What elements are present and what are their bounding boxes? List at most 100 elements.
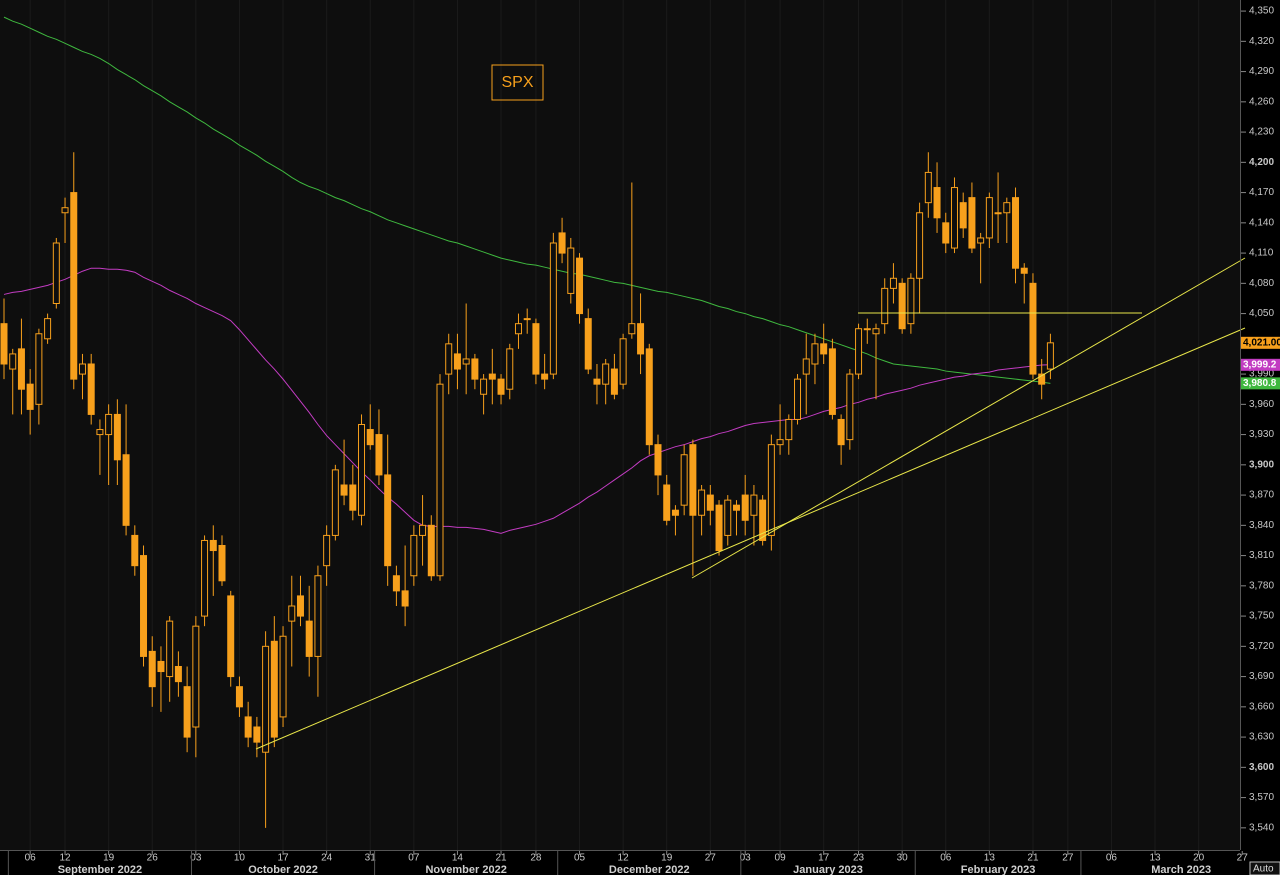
x-tick-label: 12 — [618, 853, 630, 864]
candle-body — [506, 348, 514, 390]
month-label: March 2023 — [1151, 864, 1211, 875]
y-tick-label: 3,900 — [1249, 459, 1274, 470]
candle-body — [584, 318, 592, 370]
month-label: November 2022 — [425, 864, 506, 875]
candle-body — [1046, 342, 1054, 370]
x-tick-label: 10 — [234, 853, 246, 864]
last-value-tag — [1241, 336, 1280, 349]
candle-body — [1003, 202, 1011, 214]
candle-body — [950, 187, 958, 249]
candle-body — [471, 358, 479, 380]
trendline — [691, 257, 1246, 579]
candle-body — [349, 484, 357, 511]
chart-title: SPX — [501, 74, 533, 91]
candle-body — [235, 686, 243, 708]
candle-body — [253, 726, 261, 743]
candle-body — [392, 575, 400, 592]
candle-body — [52, 242, 60, 304]
candle-body — [35, 333, 43, 405]
candle-body — [262, 645, 270, 753]
candle-body — [70, 192, 78, 380]
y-tick-label: 3,990 — [1249, 369, 1274, 380]
x-tick-label: 06 — [25, 853, 37, 864]
candle-body — [977, 237, 985, 244]
candle-body — [898, 282, 906, 330]
candle-body — [401, 590, 409, 607]
candle-body — [96, 429, 104, 436]
candle-body — [602, 363, 610, 385]
candle-body — [846, 373, 854, 441]
candle-body — [732, 504, 740, 511]
candle-body — [201, 539, 209, 617]
candle-body — [767, 444, 775, 536]
candle-body — [453, 353, 461, 370]
y-tick-label: 3,960 — [1249, 399, 1274, 410]
candle-body — [654, 444, 662, 476]
candle-body — [776, 439, 784, 446]
x-tick-label: 07 — [408, 853, 420, 864]
title-box — [491, 64, 544, 101]
candle-body — [166, 620, 174, 678]
candle-body — [558, 232, 566, 254]
candle-body — [9, 353, 17, 370]
auto-button-label[interactable]: Auto — [1253, 864, 1274, 875]
candle-body — [480, 378, 488, 395]
candle-body — [192, 625, 200, 728]
candle-body — [794, 378, 802, 420]
candle-body — [828, 348, 836, 415]
x-tick-label: 06 — [1106, 853, 1118, 864]
candle-body — [140, 555, 148, 657]
y-tick-label: 4,260 — [1249, 96, 1274, 107]
candle-body — [323, 534, 331, 567]
x-tick-label: 20 — [1193, 853, 1205, 864]
candle-body — [706, 494, 714, 511]
y-tick-label: 3,750 — [1249, 611, 1274, 622]
x-tick-label: 27 — [1237, 853, 1249, 864]
candle-body — [619, 338, 627, 385]
x-tick-label: 03 — [740, 853, 752, 864]
y-tick-label: 3,840 — [1249, 520, 1274, 531]
candle-body — [209, 539, 217, 552]
x-tick-label: 12 — [59, 853, 71, 864]
candle-body — [855, 328, 863, 375]
y-tick-label: 3,660 — [1249, 701, 1274, 712]
candle-body — [105, 413, 113, 436]
candle-body — [549, 242, 557, 375]
trendline — [255, 327, 1246, 750]
candle-body — [497, 378, 505, 395]
candle-body — [924, 171, 932, 204]
candle-body — [218, 545, 226, 582]
candle-body — [968, 197, 976, 249]
y-tick-label: 4,080 — [1249, 278, 1274, 289]
candle-body — [296, 595, 304, 617]
candle-body — [1012, 197, 1020, 269]
candle-body — [244, 716, 252, 738]
x-tick-label: 30 — [897, 853, 909, 864]
candle-body — [698, 489, 706, 516]
last-value-label: 4,021.00 — [1243, 337, 1280, 348]
candle-body — [131, 534, 139, 567]
candle-body — [933, 187, 941, 219]
candle-body — [366, 429, 374, 446]
x-tick-label: 31 — [365, 853, 377, 864]
trendlines — [255, 257, 1246, 750]
candle-body — [541, 373, 549, 380]
candle-body — [227, 595, 235, 678]
candle-body — [959, 202, 967, 229]
candle-body — [436, 383, 444, 577]
y-tick-label: 3,810 — [1249, 550, 1274, 561]
month-label: September 2022 — [58, 864, 142, 875]
auto-button-frame[interactable] — [1249, 861, 1280, 875]
y-tick-label: 3,630 — [1249, 732, 1274, 743]
candle-body — [985, 197, 993, 239]
candle-body — [270, 640, 278, 738]
candle-body — [576, 257, 584, 315]
candle-body — [279, 635, 287, 718]
auto-button[interactable]: Auto — [1249, 861, 1280, 875]
x-tick-label: 13 — [1149, 853, 1161, 864]
month-label: December 2022 — [609, 864, 690, 875]
x-tick-label: 17 — [277, 853, 289, 864]
candle-body — [514, 323, 522, 335]
candle-body — [1029, 282, 1037, 375]
